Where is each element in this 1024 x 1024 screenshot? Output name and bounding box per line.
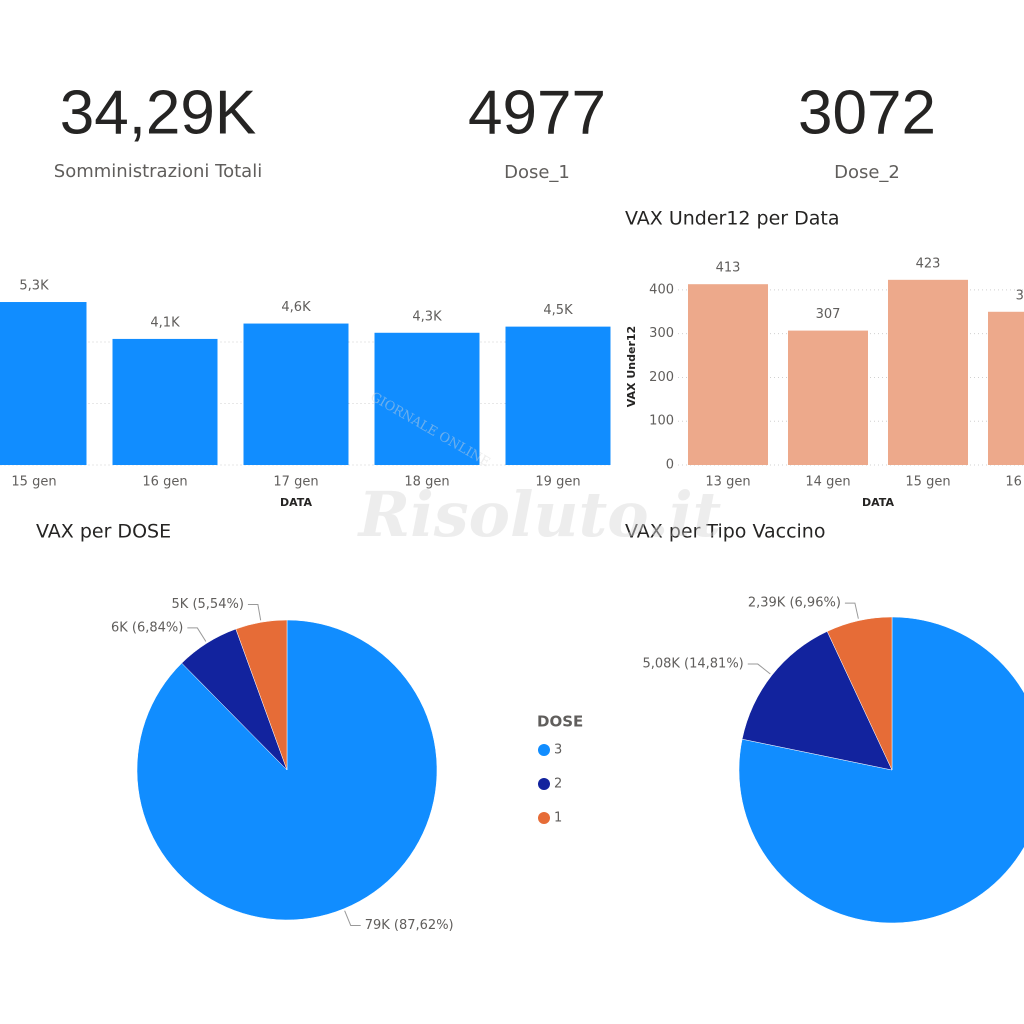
leader-line xyxy=(747,663,771,675)
x-axis-label: DATA xyxy=(862,496,894,509)
data-label: 350 xyxy=(1016,288,1024,303)
y-tick-label: 0 xyxy=(666,458,674,473)
chart-title: VAX Under12 per Data xyxy=(625,208,840,230)
data-label: 4,3K xyxy=(412,309,442,324)
data-label: 4,1K xyxy=(150,315,180,330)
leader-line xyxy=(247,604,262,621)
data-label: 6K (6,84%) xyxy=(111,620,183,635)
pie-slice xyxy=(235,619,288,771)
x-tick-label: 17 gen xyxy=(273,475,318,490)
pie-slice xyxy=(741,631,893,771)
bar xyxy=(0,302,87,465)
data-label: 413 xyxy=(716,261,741,276)
legend-title: DOSE xyxy=(537,713,583,731)
chart-title: VAX per DOSE xyxy=(36,521,171,543)
data-label: 2,39K (6,96%) xyxy=(748,596,841,611)
charts: 5,3K 15 gen 4,1K 16 gen 4,6K 17 gen 4,3K 18 gen… xyxy=(0,208,1024,933)
data-label: 307 xyxy=(816,307,841,322)
legend-marker xyxy=(538,744,550,756)
x-tick-label: 14 gen xyxy=(805,475,850,490)
legend-marker xyxy=(538,812,550,824)
data-label: 423 xyxy=(916,256,941,271)
y-axis-label: VAX Under12 xyxy=(625,326,638,407)
x-tick-label: 15 gen xyxy=(11,475,56,490)
y-tick-label: 200 xyxy=(649,370,674,385)
legend-label: 2 xyxy=(554,777,562,792)
kpi-label: Dose_1 xyxy=(504,162,570,183)
bar xyxy=(505,326,611,465)
legend-marker xyxy=(538,778,550,790)
pie-slice xyxy=(738,616,1024,924)
x-tick-label: 18 gen xyxy=(404,475,449,490)
kpi-label: Somministrazioni Totali xyxy=(54,161,262,182)
chart-title: VAX per Tipo Vaccino xyxy=(625,521,825,543)
leader-line xyxy=(844,602,859,619)
bar xyxy=(888,279,968,465)
data-label: 5,08K (14,81%) xyxy=(642,657,743,672)
bar xyxy=(988,311,1024,465)
data-label: 79K (87,62%) xyxy=(365,918,454,933)
x-tick-label: 13 gen xyxy=(705,475,750,490)
pie-slice xyxy=(826,616,893,771)
data-label: 4,6K xyxy=(281,300,311,315)
watermark-brand: Risoluto.it xyxy=(357,478,722,551)
data-label: 5,3K xyxy=(19,279,49,294)
bar xyxy=(788,330,868,465)
kpi-label: Dose_2 xyxy=(834,162,900,183)
leader-line xyxy=(344,910,361,926)
x-axis-label: DATA xyxy=(280,496,312,509)
data-label: 5K (5,54%) xyxy=(172,597,244,612)
x-tick-label: 16 gen xyxy=(1005,475,1024,490)
bar xyxy=(112,338,218,465)
kpi-value: 34,29K xyxy=(60,78,257,147)
x-tick-label: 16 gen xyxy=(142,475,187,490)
x-tick-label: 15 gen xyxy=(905,475,950,490)
bar xyxy=(688,284,768,465)
y-tick-label: 400 xyxy=(649,282,674,297)
kpi-value: 3072 xyxy=(798,78,936,147)
bar xyxy=(374,332,480,465)
y-tick-label: 100 xyxy=(649,414,674,429)
y-tick-label: 300 xyxy=(649,326,674,341)
legend-label: 1 xyxy=(554,811,562,826)
x-tick-label: 19 gen xyxy=(535,475,580,490)
leader-line xyxy=(187,627,207,642)
legend-label: 3 xyxy=(554,743,562,758)
data-label: 4,5K xyxy=(543,303,573,318)
bar xyxy=(243,323,349,465)
kpi-value: 4977 xyxy=(468,78,606,147)
